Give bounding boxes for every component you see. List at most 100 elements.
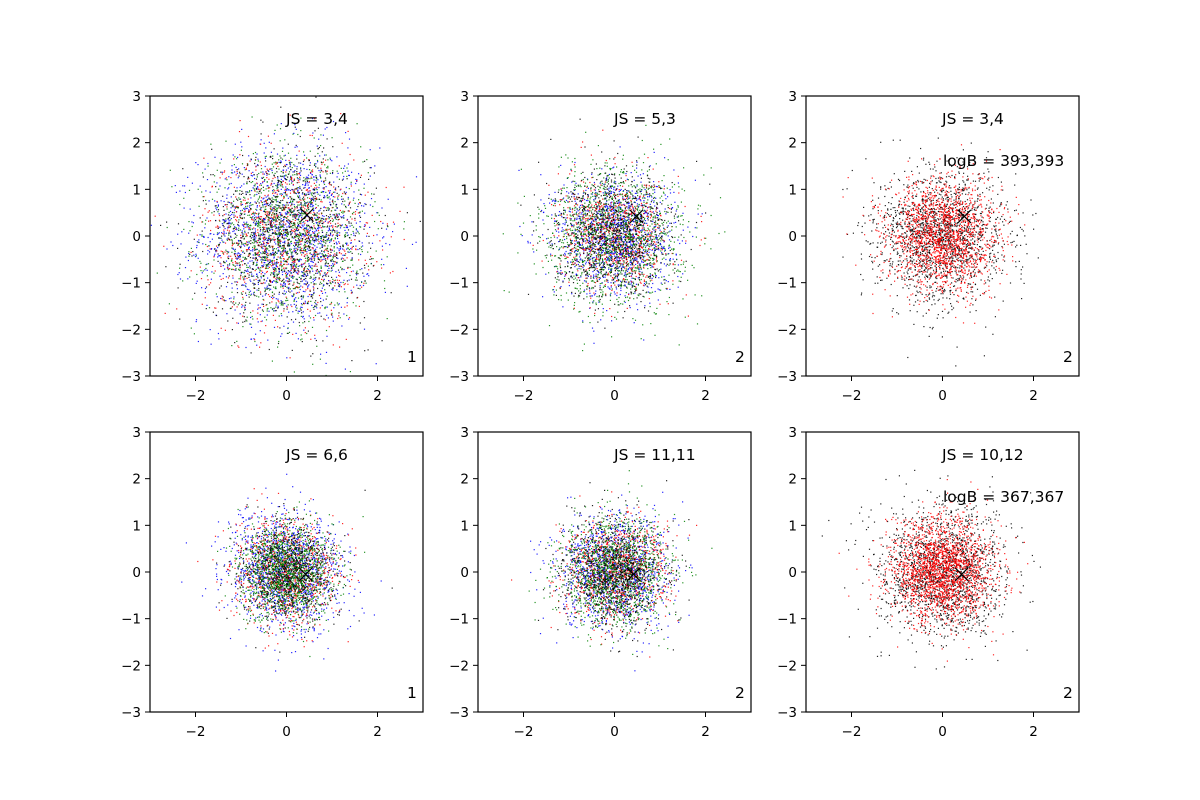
data-point [272,198,274,200]
data-point [350,185,352,187]
data-point [318,169,320,172]
data-point [308,270,310,272]
data-point [255,257,257,260]
data-point [323,196,325,199]
data-point [283,269,285,271]
data-point [264,224,266,226]
data-point [357,273,359,275]
data-point [355,232,357,234]
data-point [245,346,247,349]
data-point [337,269,340,271]
data-point [314,187,316,189]
data-point [264,157,266,159]
data-point [259,222,261,224]
data-point [254,246,256,248]
data-point [315,240,317,242]
data-point [333,240,335,242]
data-point [288,180,290,182]
data-point [261,246,263,248]
data-point [239,255,241,257]
data-point [242,235,244,237]
data-point [318,278,320,280]
data-point [232,228,234,230]
data-point [203,196,205,198]
data-point [240,216,242,219]
data-point [166,248,168,250]
data-point [260,206,262,209]
data-point [222,251,224,253]
data-point [244,197,246,199]
data-point [237,244,239,246]
data-point [348,279,350,281]
data-point [262,298,264,301]
data-point [301,207,303,209]
data-point [229,268,231,270]
data-point [350,259,352,261]
data-point [299,283,301,285]
data-point [307,178,309,180]
data-point [332,287,334,289]
data-point [295,243,297,245]
data-point [275,213,277,215]
data-point [281,150,284,152]
data-point [344,170,346,172]
data-point [306,253,308,255]
data-point [287,167,289,169]
data-point [363,317,366,319]
data-point [338,242,341,244]
data-point [228,176,230,178]
data-point [240,245,242,247]
data-point [251,175,253,177]
data-point [259,216,261,218]
data-point [336,156,338,158]
data-point [241,146,243,148]
data-point [245,167,247,169]
data-point [219,275,221,277]
data-point [260,275,262,277]
data-point [233,224,235,226]
data-point [300,243,302,245]
data-point [301,240,303,242]
data-point [284,247,286,249]
data-point [355,228,357,230]
data-point [337,282,339,284]
data-point [618,193,620,195]
data-point [300,259,302,261]
data-point [262,176,265,178]
data-point [283,208,286,210]
data-point [288,209,290,211]
data-point [311,267,313,269]
data-point [290,319,293,321]
data-point [280,226,282,228]
data-point [216,206,218,209]
data-point [310,294,312,296]
data-point [351,171,353,173]
data-point [235,262,237,264]
data-point [288,256,290,258]
data-point [291,229,293,231]
data-point [263,197,265,199]
data-point [248,254,250,256]
data-point [195,253,197,255]
data-point [220,237,222,239]
data-point [296,230,299,232]
data-point [296,210,298,212]
data-point [266,287,268,289]
data-point [289,202,291,204]
data-point [252,263,254,266]
data-point [244,226,246,228]
data-point [273,210,275,212]
data-point [575,254,578,256]
data-point [297,273,299,275]
data-point [263,201,265,203]
data-point [295,215,297,217]
data-point [610,286,612,288]
data-point [223,200,225,203]
data-point [224,242,227,244]
data-point [321,225,324,227]
data-point [321,235,323,237]
data-point [337,172,339,174]
data-point [320,145,322,147]
data-point [236,281,239,283]
